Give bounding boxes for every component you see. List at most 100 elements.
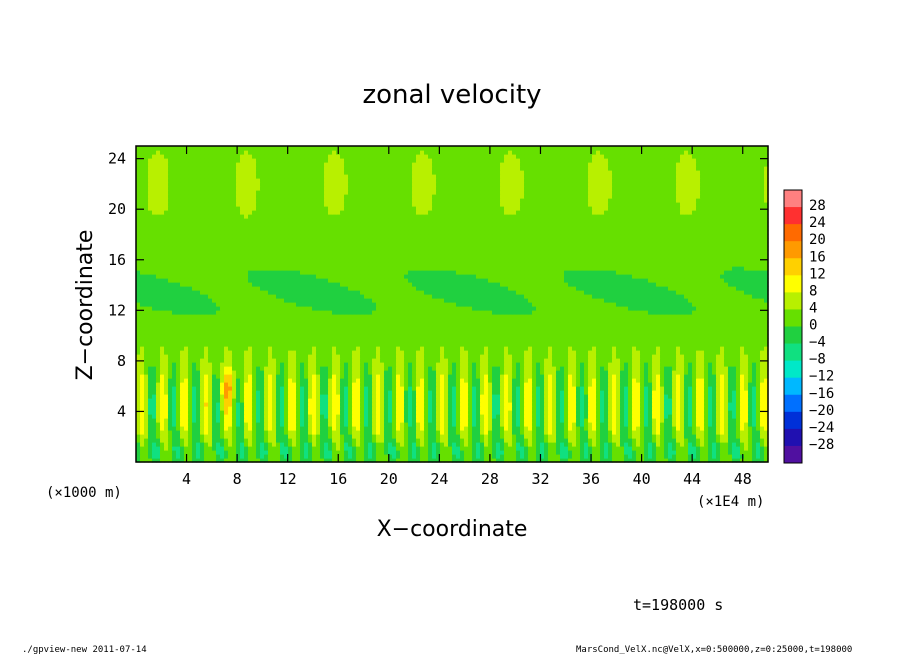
heatmap-cell (716, 346, 721, 351)
heatmap-cell (672, 406, 677, 411)
heatmap-cell (632, 450, 637, 455)
heatmap-cell (384, 378, 389, 383)
heatmap-cell (656, 422, 661, 427)
heatmap-cell (576, 390, 581, 395)
heatmap-cell (380, 346, 385, 351)
heatmap-cell (712, 358, 717, 363)
heatmap-cell (700, 450, 705, 455)
heatmap-cell (304, 358, 309, 363)
heatmap-cell (436, 446, 441, 451)
heatmap-cell (488, 434, 493, 439)
heatmap-cell (252, 426, 257, 431)
heatmap-cell (368, 382, 373, 387)
heatmap-cell (668, 414, 673, 419)
heatmap-cell (384, 422, 389, 427)
heatmap-cell (624, 346, 629, 351)
heatmap-cell (244, 450, 249, 455)
heatmap-cell (676, 342, 681, 347)
heatmap-cell (472, 454, 477, 459)
heatmap-cell (664, 378, 669, 383)
heatmap-cell (592, 362, 597, 367)
heatmap-cell (156, 374, 161, 379)
heatmap-cell (300, 374, 305, 379)
heatmap-cell (428, 342, 433, 347)
heatmap-cell (360, 354, 365, 359)
heatmap-cell (552, 426, 557, 431)
heatmap-cell (376, 406, 381, 411)
heatmap-cell (168, 410, 173, 415)
heatmap-cell (600, 346, 605, 351)
heatmap-cell (440, 346, 445, 351)
heatmap-cell (452, 358, 457, 363)
heatmap-cell (436, 422, 441, 427)
heatmap-cell (408, 398, 413, 403)
heatmap-cell (284, 378, 289, 383)
heatmap-cell (524, 414, 529, 419)
heatmap-cell (300, 378, 305, 383)
heatmap-cell (340, 342, 345, 347)
heatmap-cell (140, 334, 145, 339)
heatmap-cell (692, 366, 697, 371)
heatmap-cell (244, 394, 249, 399)
heatmap-cell (180, 438, 185, 443)
heatmap-cell (144, 382, 149, 387)
heatmap-cell (736, 370, 741, 375)
heatmap-cell (764, 394, 769, 399)
heatmap-cell (764, 362, 769, 367)
heatmap-cell (496, 450, 501, 455)
heatmap-cell (624, 414, 629, 419)
heatmap-cell (172, 438, 177, 443)
heatmap-cell (292, 338, 297, 343)
heatmap-cell (216, 446, 221, 451)
heatmap-cell (692, 358, 697, 363)
heatmap-cell (644, 398, 649, 403)
heatmap-cell (352, 358, 357, 363)
heatmap-cell (644, 410, 649, 415)
heatmap-cell (388, 430, 393, 435)
heatmap-cell (520, 374, 525, 379)
heatmap-cell (528, 342, 533, 347)
heatmap-cell (552, 378, 557, 383)
heatmap-cell (376, 442, 381, 447)
heatmap-cell (136, 370, 141, 375)
heatmap-cell (232, 374, 237, 379)
heatmap-cell (152, 418, 157, 423)
heatmap-cell (360, 434, 365, 439)
heatmap-cell (328, 446, 333, 451)
heatmap-cell (404, 390, 409, 395)
heatmap-cell (724, 422, 729, 427)
heatmap-cell (540, 358, 545, 363)
heatmap-cell (168, 402, 173, 407)
heatmap-cell (560, 450, 565, 455)
heatmap-cell (196, 450, 201, 455)
heatmap-cell (304, 366, 309, 371)
heatmap-cell (440, 338, 445, 343)
heatmap-cell (580, 406, 585, 411)
heatmap-cell (732, 338, 737, 343)
heatmap-cell (504, 454, 509, 459)
heatmap-cell (620, 410, 625, 415)
heatmap-cell (544, 438, 549, 443)
heatmap-cell (428, 438, 433, 443)
heatmap-cell (320, 374, 325, 379)
heatmap-cell (516, 442, 521, 447)
heatmap-cell (468, 438, 473, 443)
heatmap-cell (712, 434, 717, 439)
heatmap-cell (600, 358, 605, 363)
heatmap-cell (288, 334, 293, 339)
heatmap-cell (652, 426, 657, 431)
heatmap-cell (396, 342, 401, 347)
heatmap-cell (476, 426, 481, 431)
heatmap-cell (208, 346, 213, 351)
heatmap-cell (504, 434, 509, 439)
heatmap-cell (316, 354, 321, 359)
heatmap-cell (192, 358, 197, 363)
heatmap-cell (148, 334, 153, 339)
heatmap-cell (272, 418, 277, 423)
heatmap-cell (536, 366, 541, 371)
heatmap-cell (300, 370, 305, 375)
heatmap-cell (436, 410, 441, 415)
heatmap-cell (580, 382, 585, 387)
heatmap-cell (292, 350, 297, 355)
heatmap-cell (528, 414, 533, 419)
